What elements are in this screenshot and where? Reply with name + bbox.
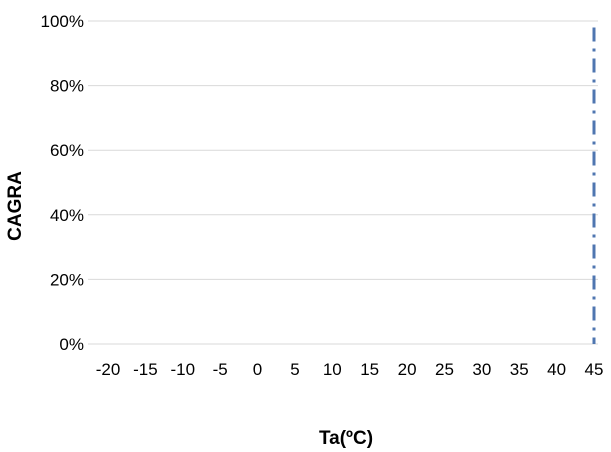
x-tick-label: 40 bbox=[547, 360, 566, 379]
y-axis-tick-labels: 0% 20% 40% 60% 80% 100% bbox=[41, 12, 84, 354]
x-tick-label: 10 bbox=[323, 360, 342, 379]
x-axis-title: Ta(ºC) bbox=[319, 428, 373, 449]
y-tick-label: 20% bbox=[50, 270, 84, 289]
x-tick-label: 35 bbox=[510, 360, 529, 379]
x-tick-label: -5 bbox=[213, 360, 228, 379]
y-tick-label: 40% bbox=[50, 206, 84, 225]
x-tick-label: 30 bbox=[472, 360, 491, 379]
x-tick-label: 25 bbox=[435, 360, 454, 379]
x-tick-label: -20 bbox=[96, 360, 121, 379]
x-tick-label: 20 bbox=[398, 360, 417, 379]
x-tick-label: 15 bbox=[360, 360, 379, 379]
y-tick-label: 80% bbox=[50, 77, 84, 96]
y-tick-label: 0% bbox=[59, 335, 84, 354]
x-axis-tick-labels: -20 -15 -10 -5 0 5 10 15 20 25 30 35 40 45 bbox=[96, 360, 604, 379]
gridlines bbox=[88, 20, 598, 345]
y-tick-label: 60% bbox=[50, 141, 84, 160]
x-tick-label: -15 bbox=[133, 360, 158, 379]
y-tick-label: 100% bbox=[41, 12, 84, 31]
x-tick-label: 0 bbox=[253, 360, 262, 379]
x-tick-label: 45 bbox=[585, 360, 604, 379]
x-tick-label: 5 bbox=[290, 360, 299, 379]
y-axis-title: CAGRA bbox=[5, 171, 26, 241]
x-tick-label: -10 bbox=[170, 360, 195, 379]
series-lines bbox=[108, 25, 596, 344]
